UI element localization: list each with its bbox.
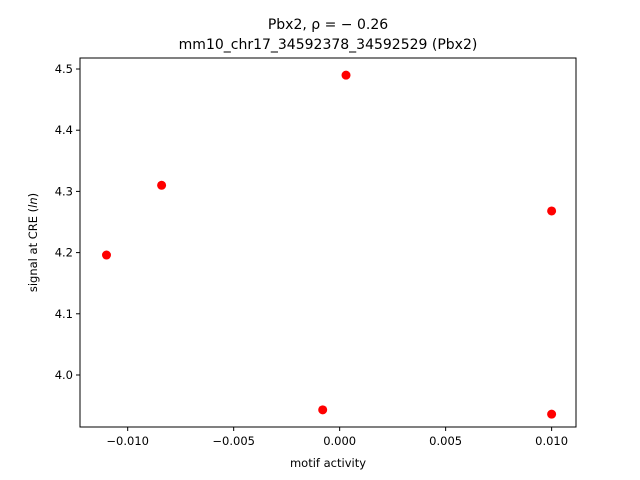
data-point xyxy=(341,70,351,80)
x-tick-label: 0.010 xyxy=(535,434,568,448)
y-tick-label: 4.4 xyxy=(55,123,73,137)
chart-title-line2: mm10_chr17_34592378_34592529 (Pbx2) xyxy=(179,37,478,53)
y-tick-label: 4.0 xyxy=(55,368,73,382)
data-point xyxy=(318,405,328,415)
y-tick-label: 4.1 xyxy=(55,307,73,321)
axis-ticks: −0.010 −0.005 0.000 0.005 0.010 4.0 4.1 4.2 4.3 4… xyxy=(55,62,568,448)
x-tick-label: 0.005 xyxy=(429,434,462,448)
x-tick-label: 0.000 xyxy=(323,434,356,448)
x-tick-label: −0.005 xyxy=(212,434,255,448)
plot-frame xyxy=(79,57,577,428)
y-tick-label: 4.5 xyxy=(55,62,73,76)
data-point xyxy=(157,180,167,190)
x-axis-label: motif activity xyxy=(290,456,366,470)
chart-title-line1: Pbx2, ρ = − 0.26 xyxy=(268,17,388,33)
y-tick-label: 4.2 xyxy=(55,246,73,260)
data-point xyxy=(101,250,111,260)
y-tick-label: 4.3 xyxy=(55,184,73,198)
data-points xyxy=(101,70,557,419)
x-tick-label: −0.010 xyxy=(106,434,149,448)
data-point xyxy=(547,409,557,419)
y-axis-label: signal at CRE (ln) xyxy=(26,193,40,292)
data-point xyxy=(547,206,557,216)
